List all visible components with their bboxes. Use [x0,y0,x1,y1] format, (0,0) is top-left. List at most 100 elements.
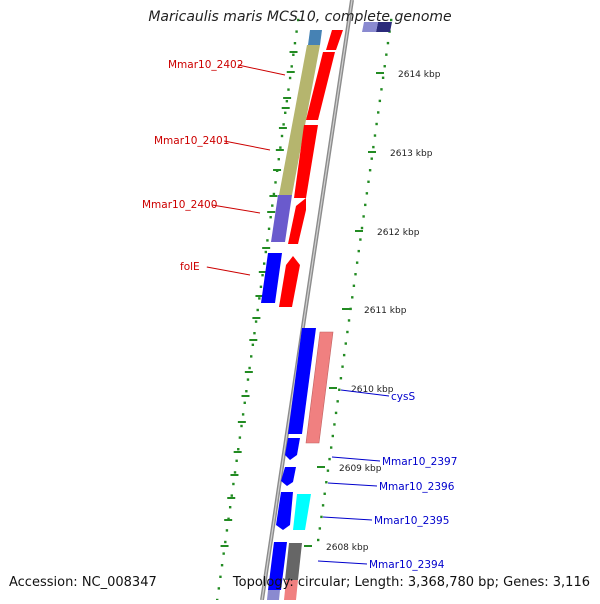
left-feature-label: Mmar10_2402 [168,59,243,71]
inner-dot [279,146,282,149]
outer-dot [331,434,334,438]
outer-dot [329,446,333,449]
cds-forward-block [288,198,306,244]
outer-dot [354,273,357,276]
outer-dot [385,53,388,56]
outer-dot [390,18,393,22]
inner-dot [287,88,290,91]
outer-dot [342,353,346,357]
scale-label: 2610 kbp [351,385,394,395]
trna-block [293,494,311,530]
inner-dot [259,285,263,288]
outer-dot [357,249,360,253]
outer-dot [386,41,390,45]
backbone-track [260,0,354,601]
cds-reverse-block [276,492,293,530]
inner-dot [297,18,300,22]
outer-dot [373,134,377,137]
outer-dot [360,226,364,230]
inner-dot [258,297,261,300]
outer-dot [317,538,320,542]
inner-dot [250,355,253,358]
outer-dot [334,411,338,415]
inner-dot [217,587,221,590]
inner-dot [222,552,225,555]
cog-block [308,30,322,45]
inner-dot [230,494,233,497]
outer-dot [336,400,339,403]
inner-dot [271,204,274,207]
outer-dot [364,203,367,207]
cds-forward-block [305,331,334,444]
inner-dot [262,262,266,265]
left-label-leader [238,64,286,76]
right-feature-label: Mmar10_2394 [369,559,445,571]
cds-forward-block [284,580,298,600]
outer-dot [338,388,341,391]
inner-dot [251,343,255,346]
cds-forward-block [279,256,300,307]
inner-dot [277,158,280,161]
right-feature-label: Mmar10_2396 [379,481,455,493]
outer-dot [333,423,336,426]
outer-dot [380,88,383,91]
cds-reverse-block [281,467,296,486]
inner-dot [269,216,272,219]
inner-dot [238,436,242,439]
backbone-highlight [261,0,353,601]
inner-dot [261,274,264,277]
outer-dot [326,469,330,472]
inner-dot [272,192,276,196]
inner-dot [254,320,258,323]
inner-dot [284,111,287,114]
feature-track [261,22,392,600]
cds-reverse-block [285,438,300,460]
cog-block [279,45,320,195]
inner-dot [274,181,277,184]
left-feature-label: Mmar10_2400 [142,199,217,211]
left-label-leader [212,204,261,214]
inner-dot [280,134,284,138]
cds-reverse-block [376,22,392,32]
left-label-leader [224,140,271,151]
inner-dot [246,378,250,381]
inner-dot [243,401,246,404]
cds-reverse-block [362,22,378,32]
inner-dot [288,76,292,80]
cds-reverse-block [261,253,282,303]
inner-dot [227,517,230,520]
outer-dot [318,527,322,530]
outer-dot [320,515,323,519]
right-feature-label: cysS [391,391,415,403]
outer-dot [346,330,349,334]
inner-dot [293,42,297,45]
inner-dot [292,53,295,56]
gc-dots-track [216,18,393,602]
inner-dot [233,471,237,474]
outer-dot [368,169,372,172]
outer-dot [344,342,347,345]
inner-dot [241,413,245,416]
inner-dot [225,529,229,532]
left-feature-label: folE [180,261,200,273]
inner-dot [245,390,248,393]
right-label-leader [317,560,368,565]
right-label-leader [327,482,378,487]
outer-dot [325,481,328,484]
cds-forward-block [306,52,335,120]
right-feature-label: Mmar10_2395 [374,515,449,527]
inner-dot [237,448,240,451]
inner-dot [220,564,224,567]
outer-dot [362,215,365,218]
topology-text: Topology: circular; Length: 3,368,780 bp… [232,575,590,590]
accession-text: Accession: NC_008347 [9,575,157,590]
outer-dot [375,122,378,126]
outer-dot [323,492,326,495]
cog-block [271,195,292,242]
inner-dot [285,100,289,103]
outer-dot [355,261,359,264]
outer-dot [359,238,362,241]
scale-label: 2612 kbp [377,228,420,238]
